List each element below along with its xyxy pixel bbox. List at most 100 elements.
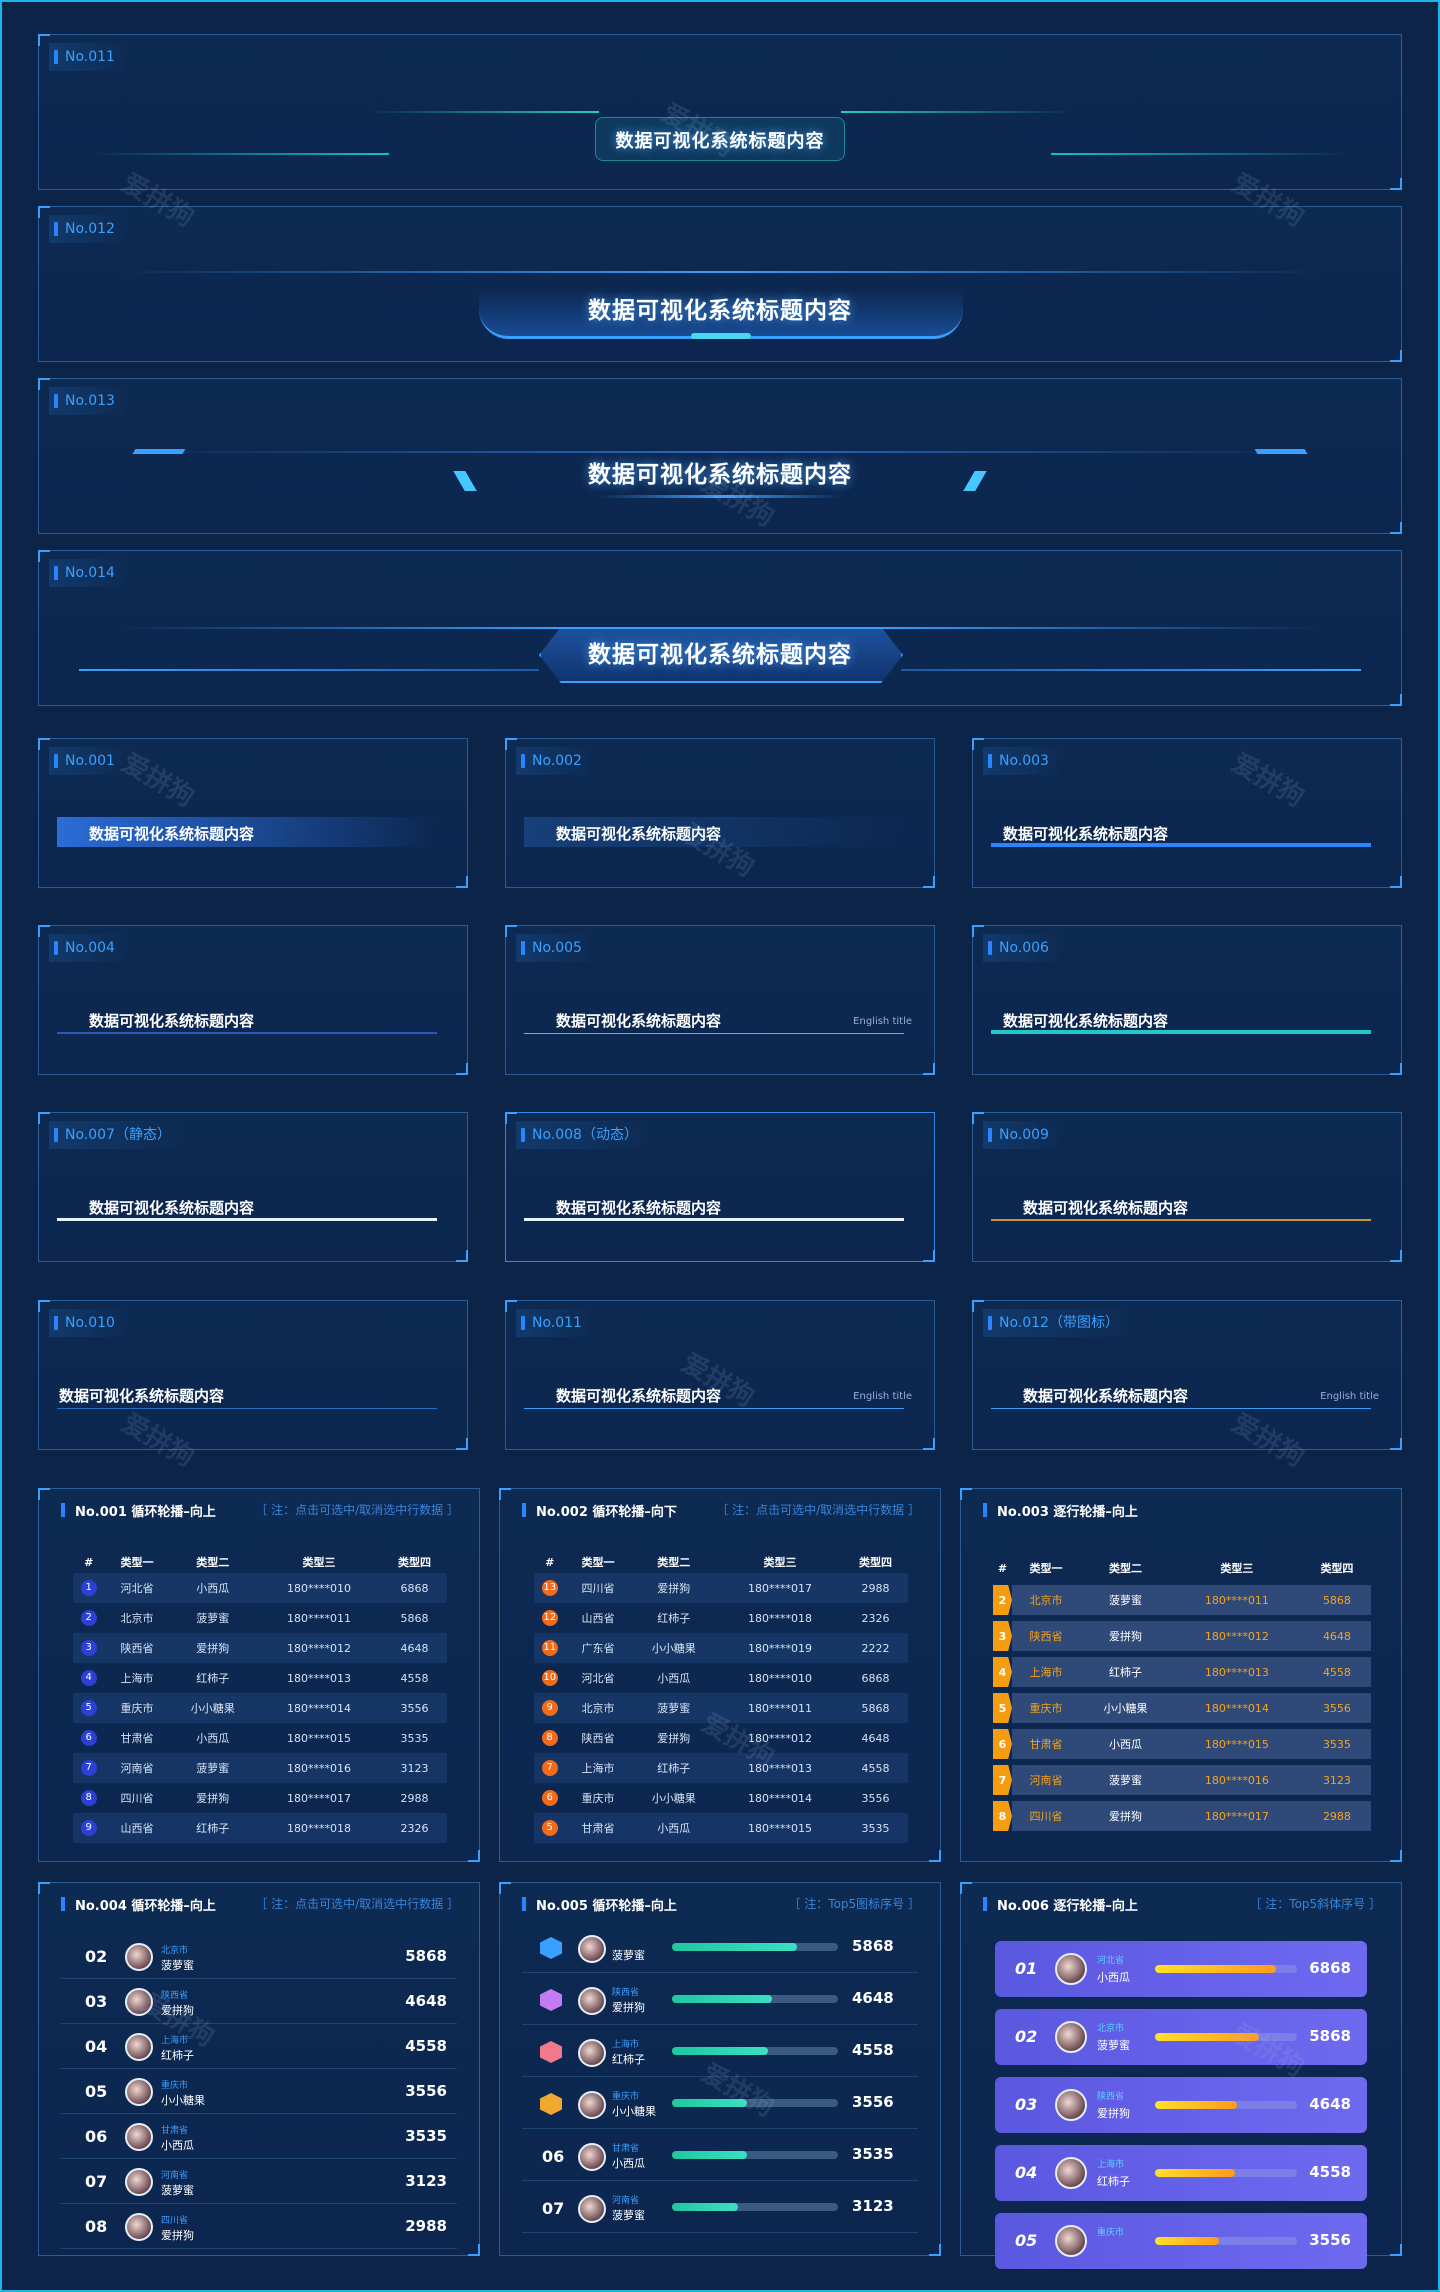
- subtitle-panel: No.005 数据可视化系统标题内容 English title: [505, 925, 935, 1075]
- list-card[interactable]: 05 重庆市 3556: [995, 2213, 1367, 2269]
- avatar: [578, 2143, 606, 2171]
- list-item[interactable]: 04 上海市 红柿子 4558: [61, 2025, 457, 2069]
- panel-title: No.002 循环轮播–向下: [522, 1501, 677, 1520]
- panel-note: ［ 注：点击可选中/取消选中行数据 ］: [255, 1503, 459, 1517]
- data-table: # 类型一 类型二 类型三 类型四 13 四川省 爱拼狗 180****017 2988 12 山西省…: [534, 1551, 908, 1843]
- column-header: 类型一: [581, 1556, 615, 1569]
- banner-title: 数据可视化系统标题内容: [588, 642, 852, 668]
- list-item[interactable]: 陕西省 爱拼狗 4648: [522, 1975, 918, 2025]
- progress-bar: [1155, 2237, 1297, 2245]
- subtitle-text: 数据可视化系统标题内容: [556, 1387, 722, 1405]
- panel-title: No.004 循环轮播–向上: [61, 1895, 216, 1914]
- table-row[interactable]: 2 北京市 菠萝蜜 180****011 5868: [993, 1585, 1371, 1615]
- subtitle-text: 数据可视化系统标题内容: [1023, 1387, 1189, 1405]
- list-card[interactable]: 04 上海市 红柿子 4558: [995, 2145, 1367, 2201]
- list-card[interactable]: 01 河北省 小西瓜 6868: [995, 1941, 1367, 1997]
- table-row[interactable]: 3 陕西省 爱拼狗 180****012 4648: [993, 1621, 1371, 1651]
- subtitle-panel: No.009 数据可视化系统标题内容: [972, 1112, 1402, 1262]
- table-row[interactable]: 6 重庆市 小小糖果 180****014 3556: [534, 1783, 908, 1813]
- panel-title: No.006 逐行轮播–向上: [983, 1895, 1138, 1914]
- list-item[interactable]: 菠萝蜜 5868: [522, 1923, 918, 1973]
- table-row[interactable]: 10 河北省 小西瓜 180****010 6868: [541, 1670, 890, 1686]
- list-item[interactable]: 重庆市 小小糖果 3556: [522, 2079, 918, 2129]
- column-header: 类型二: [657, 1556, 691, 1569]
- column-header: 类型一: [120, 1556, 154, 1569]
- progress-bar: [672, 1995, 838, 2003]
- banner-title: 数据可视化系统标题内容: [615, 131, 825, 152]
- table-row[interactable]: 11 广东省 小小糖果 180****019 2222: [534, 1633, 908, 1663]
- table-row[interactable]: 5 重庆市 小小糖果 180****014 3556: [73, 1693, 447, 1723]
- panel-note: ［ 注：点击可选中/取消选中行数据 ］: [255, 1897, 459, 1911]
- list-panel-5: No.005 循环轮播–向上 ［ 注：Top5图标序号 ］ 菠萝蜜 5868 陕西省…: [499, 1882, 941, 2256]
- avatar: [125, 2033, 153, 2061]
- subtitle-panel: No.001 数据可视化系统标题内容: [38, 738, 468, 888]
- list-panel-6: No.006 逐行轮播–向上 ［ 注：Top5斜体序号 ］ 01 河北省 小西瓜 68…: [960, 1882, 1402, 2269]
- list-item[interactable]: 05 重庆市 小小糖果 3556: [61, 2070, 457, 2114]
- subtitle-panel: No.006 数据可视化系统标题内容: [972, 925, 1402, 1075]
- table-row[interactable]: 4 上海市 红柿子 180****013 4558: [993, 1657, 1371, 1687]
- table-row[interactable]: 5 甘肃省 小西瓜 180****015 3535: [534, 1813, 908, 1843]
- avatar: [1055, 1953, 1087, 1985]
- panel-tag: No.008（动态）: [516, 1121, 650, 1149]
- avatar: [578, 1935, 606, 1963]
- medal-icon: [540, 2041, 562, 2063]
- subtitle-text: 数据可视化系统标题内容: [89, 1199, 255, 1217]
- list-item[interactable]: 06 甘肃省 小西瓜 3535: [522, 2131, 918, 2181]
- table-row[interactable]: 4 上海市 红柿子 180****013 4558: [73, 1663, 447, 1693]
- title-underline: [57, 1379, 437, 1409]
- title-underline: [991, 1379, 1371, 1409]
- list-item[interactable]: 07 河南省 菠萝蜜 3123: [522, 2183, 918, 2233]
- table-row[interactable]: 7 河南省 菠萝蜜 180****016 3123: [73, 1753, 447, 1783]
- list-item[interactable]: 08 四川省 爱拼狗 2988: [61, 2205, 457, 2249]
- avatar: [125, 2213, 153, 2241]
- progress-bar: [672, 2151, 838, 2159]
- banner-panel-4: No.014 数据可视化系统标题内容: [38, 550, 1402, 706]
- list-item[interactable]: 06 甘肃省 小西瓜 3535: [61, 2115, 457, 2159]
- table-row[interactable]: 9 山西省 红柿子 180****018 2326: [73, 1813, 447, 1843]
- panel-tag: No.013: [49, 387, 127, 415]
- table-row[interactable]: 13 四川省 爱拼狗 180****017 2988: [534, 1573, 908, 1603]
- list-card[interactable]: 03 陕西省 爱拼狗 4648: [995, 2077, 1367, 2133]
- table-row[interactable]: 1 河北省 小西瓜 180****010 6868: [73, 1573, 447, 1603]
- panel-tag: No.004: [49, 934, 127, 962]
- table-row[interactable]: 7 河南省 菠萝蜜 180****016 3123: [993, 1765, 1371, 1795]
- subtitle-text: 数据可视化系统标题内容: [556, 825, 722, 843]
- list-card[interactable]: 02 北京市 菠萝蜜 5868: [995, 2009, 1367, 2065]
- table-row[interactable]: 5 重庆市 小小糖果 180****014 3556: [993, 1693, 1371, 1723]
- column-header: 类型四: [398, 1556, 431, 1569]
- title-underline: [57, 1004, 437, 1034]
- table-row[interactable]: 3 陕西省 爱拼狗 180****012 4648: [73, 1633, 447, 1663]
- table-row[interactable]: 8 四川省 爱拼狗 180****017 2988: [993, 1801, 1371, 1831]
- list-item[interactable]: 03 陕西省 爱拼狗 4648: [61, 1980, 457, 2024]
- banner-panel-2: No.012 数据可视化系统标题内容: [38, 206, 1402, 362]
- table-row[interactable]: 9 北京市 菠萝蜜 180****011 5868: [534, 1693, 908, 1723]
- panel-title: No.003 逐行轮播–向上: [983, 1501, 1138, 1520]
- panel-tag: No.003: [983, 747, 1061, 775]
- panel-note: ［ 注：Top5斜体序号 ］: [1249, 1897, 1381, 1911]
- title-underline: [991, 1004, 1371, 1034]
- panel-title: No.005 循环轮播–向上: [522, 1895, 677, 1914]
- list-item[interactable]: 02 北京市 菠萝蜜 5868: [61, 1935, 457, 1979]
- column-header: 类型三: [1220, 1562, 1254, 1575]
- table-row[interactable]: 6 甘肃省 小西瓜 180****015 3535: [73, 1723, 447, 1753]
- table-row[interactable]: 12 山西省 红柿子 180****018 2326: [541, 1610, 890, 1626]
- table-row[interactable]: 7 上海市 红柿子 180****013 4558: [534, 1753, 908, 1783]
- table-row[interactable]: 8 陕西省 爱拼狗 180****012 4648: [534, 1723, 908, 1753]
- banner-panel-1: No.011 数据可视化系统标题内容: [38, 34, 1402, 190]
- progress-bar: [1155, 2033, 1297, 2041]
- data-table: # 类型一 类型二 类型三 类型四 2 北京市 菠萝蜜 180****011 5868 3 陕西省 爱拼…: [993, 1551, 1371, 1837]
- medal-icon: [540, 1989, 562, 2011]
- subtitle-panel: No.002 数据可视化系统标题内容: [505, 738, 935, 888]
- subtitle-panel: No.007（静态） 数据可视化系统标题内容: [38, 1112, 468, 1262]
- subtitle-panel: No.010 数据可视化系统标题内容: [38, 1300, 468, 1450]
- table-row[interactable]: 6 甘肃省 小西瓜 180****015 3535: [993, 1729, 1371, 1759]
- progress-bar: [672, 2047, 838, 2055]
- avatar: [1055, 2157, 1087, 2189]
- title-underline: [524, 817, 904, 847]
- avatar: [578, 2039, 606, 2067]
- list-item[interactable]: 上海市 红柿子 4558: [522, 2027, 918, 2077]
- table-row[interactable]: 2 北京市 菠萝蜜 180****011 5868: [73, 1603, 447, 1633]
- progress-bar: [1155, 2101, 1297, 2109]
- list-item[interactable]: 07 河南省 菠萝蜜 3123: [61, 2160, 457, 2204]
- table-row[interactable]: 8 四川省 爱拼狗 180****017 2988: [73, 1783, 447, 1813]
